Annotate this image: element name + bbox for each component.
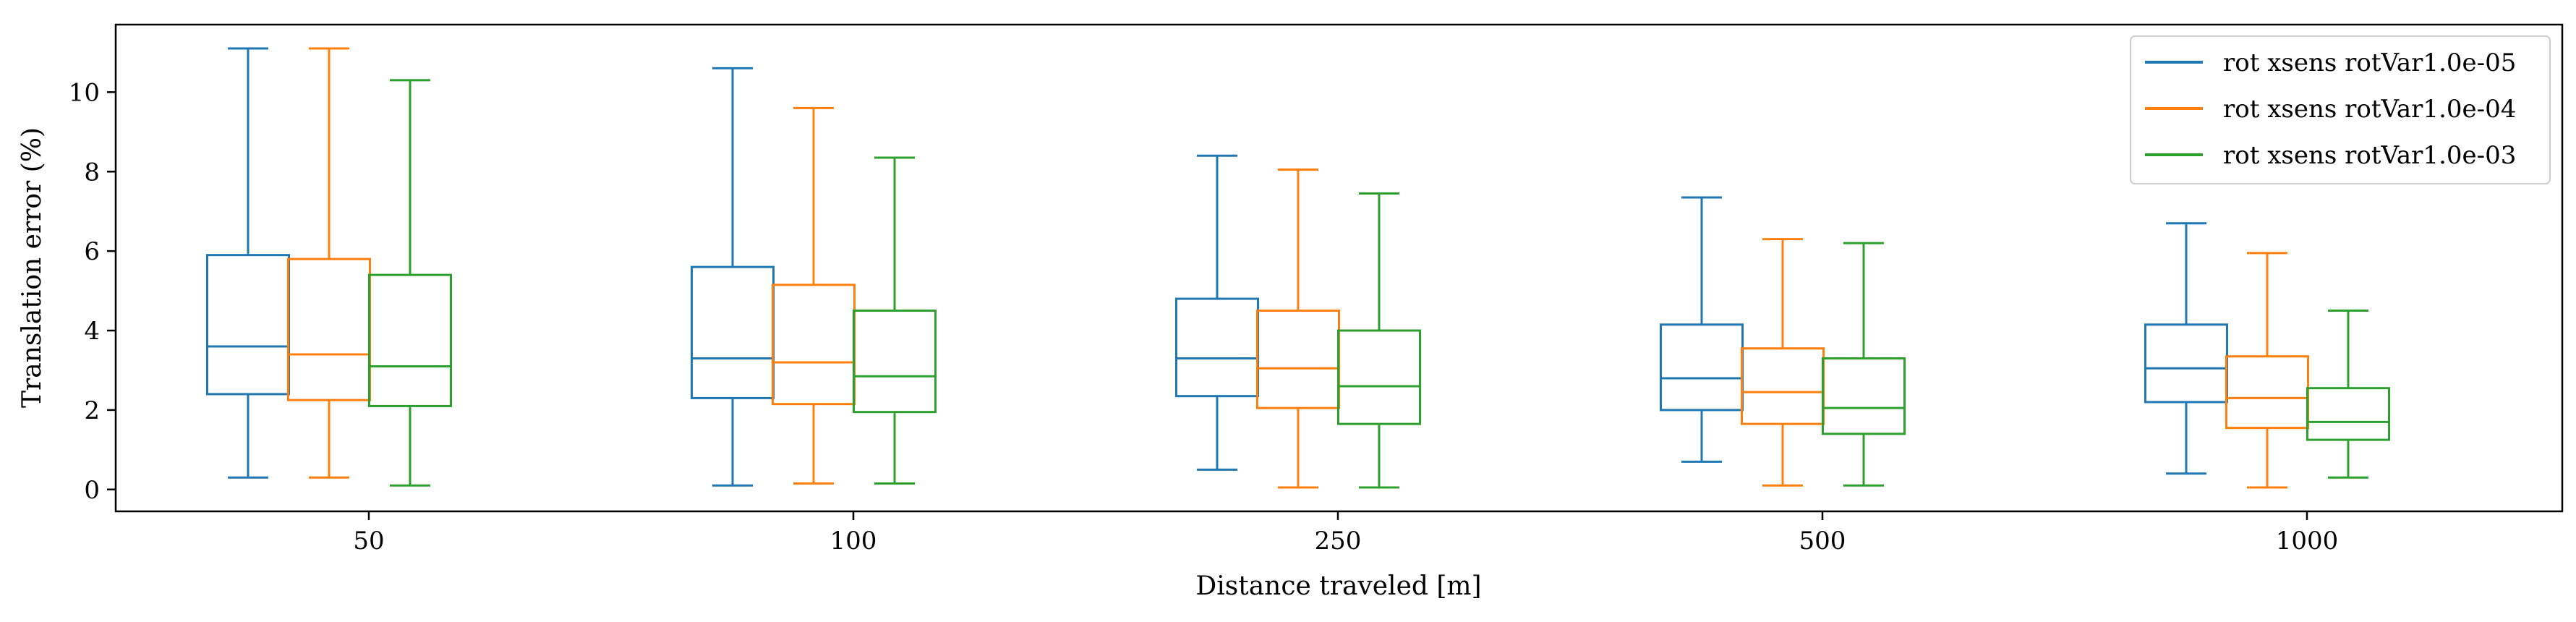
y-tick-label: 2 — [84, 396, 100, 425]
box-body — [287, 257, 371, 401]
box-500-series-1 — [1660, 196, 1744, 463]
y-tick-label: 6 — [84, 237, 100, 266]
x-axis: 50 100 250 500 1000 — [353, 511, 2338, 555]
box-body — [1175, 297, 1259, 398]
box-1000-series-3 — [2306, 310, 2390, 479]
x-axis-label: Distance traveled [m] — [1195, 571, 1481, 601]
box-50-series-1 — [206, 47, 290, 479]
y-axis: 0 2 4 6 8 10 — [69, 78, 116, 505]
box-body — [772, 284, 856, 406]
box-50-series-3 — [368, 79, 452, 487]
box-500-series-2 — [1741, 238, 1825, 487]
plot-area-frame — [114, 23, 2564, 513]
box-250-series-2 — [1256, 169, 1340, 489]
y-axis-label: Translation error (%) — [17, 127, 47, 408]
box-50-series-2 — [287, 47, 371, 479]
box-1000-series-2 — [2225, 252, 2309, 489]
box-body — [2225, 355, 2309, 430]
box-body — [206, 254, 290, 396]
box-1000-series-1 — [2144, 222, 2228, 475]
x-tick-label: 100 — [830, 527, 877, 555]
box-250-series-3 — [1337, 192, 1421, 489]
x-tick-label: 500 — [1799, 527, 1846, 555]
y-tick-label: 10 — [69, 78, 100, 107]
x-tick-label: 250 — [1315, 527, 1362, 555]
box-body — [1741, 347, 1825, 425]
legend: rot xsens rotVar1.0e-05 rot xsens rotVar1… — [2130, 35, 2551, 184]
box-100-series-2 — [772, 106, 856, 485]
box-body — [1256, 310, 1340, 409]
box-body — [1660, 323, 1744, 412]
y-tick-label: 8 — [84, 158, 100, 187]
y-tick-label: 4 — [84, 317, 100, 346]
box-body — [853, 310, 937, 414]
box-body — [2306, 387, 2390, 441]
x-tick-label: 50 — [353, 527, 384, 555]
y-tick-label: 0 — [84, 476, 100, 505]
box-body — [1337, 329, 1421, 425]
box-100-series-1 — [691, 67, 775, 487]
box-body — [1822, 357, 1906, 435]
legend-label: rot xsens rotVar1.0e-04 — [2223, 95, 2516, 124]
legend-label: rot xsens rotVar1.0e-03 — [2223, 141, 2516, 170]
box-250-series-1 — [1175, 154, 1259, 471]
box-body — [2144, 323, 2228, 404]
legend-frame — [2130, 35, 2551, 184]
plot-marks — [206, 47, 2390, 489]
x-tick-label: 1000 — [2276, 527, 2339, 555]
legend-label: rot xsens rotVar1.0e-05 — [2223, 48, 2516, 77]
box-100-series-3 — [853, 156, 937, 485]
box-500-series-3 — [1822, 242, 1906, 487]
box-body — [368, 273, 452, 407]
box-body — [691, 265, 775, 399]
